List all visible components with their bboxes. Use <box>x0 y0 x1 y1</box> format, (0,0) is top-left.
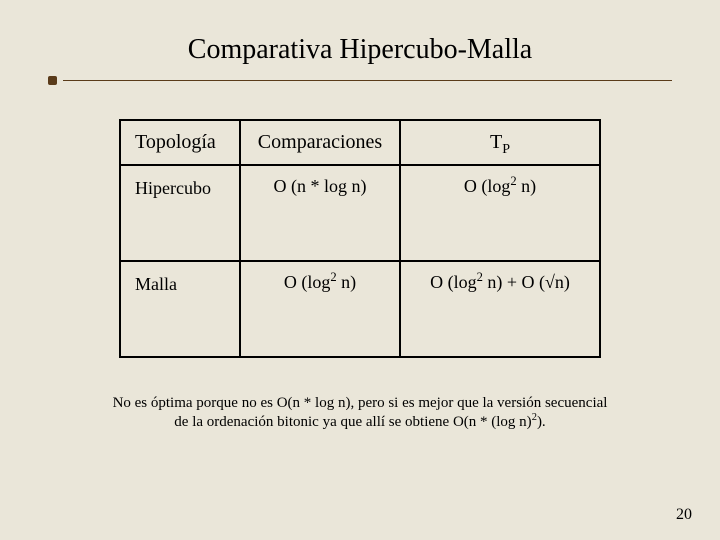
cell-tp: O (log2 n) + O (√n) <box>400 261 600 357</box>
cell-comparaciones: O (n * log n) <box>240 165 400 261</box>
cell-comparaciones: O (log2 n) <box>240 261 400 357</box>
header-comparaciones: Comparaciones <box>240 120 400 165</box>
tp-post: n) <box>517 176 537 196</box>
header-tp: TP <box>400 120 600 165</box>
header-topologia: Topología <box>120 120 240 165</box>
cell-topologia: Malla <box>120 261 240 357</box>
tp-pre: O (log <box>430 272 477 292</box>
cell-topologia: Hipercubo <box>120 165 240 261</box>
slide-title: Comparativa Hipercubo-Malla <box>40 34 680 66</box>
footnote-line2a: de la ordenación bitonic ya que allí se … <box>174 414 531 430</box>
table-header-row: Topología Comparaciones TP <box>120 120 600 165</box>
comparison-table-wrap: Topología Comparaciones TP Hipercubo O (… <box>40 119 680 358</box>
rule-bullet-icon <box>48 76 57 85</box>
header-tp-prefix: T <box>490 131 502 153</box>
horizontal-rule <box>63 80 672 81</box>
cell-tp: O (log2 n) <box>400 165 600 261</box>
page-number: 20 <box>676 506 692 524</box>
table-row: Hipercubo O (n * log n) O (log2 n) <box>120 165 600 261</box>
comp-post: n) <box>337 272 357 292</box>
title-rule <box>40 76 680 85</box>
footnote-text: No es óptima porque no es O(n * log n), … <box>90 394 630 432</box>
footnote-line2b: ). <box>537 414 546 430</box>
comparison-table: Topología Comparaciones TP Hipercubo O (… <box>119 119 601 358</box>
tp-pre: O (log <box>464 176 511 196</box>
table-row: Malla O (log2 n) O (log2 n) + O (√n) <box>120 261 600 357</box>
header-tp-sub: P <box>502 142 510 157</box>
comp-pre: O (log <box>284 272 331 292</box>
footnote-line1: No es óptima porque no es O(n * log n), … <box>113 395 608 411</box>
slide: Comparativa Hipercubo-Malla Topología Co… <box>0 0 720 540</box>
tp-post: n) + O (√n) <box>483 272 570 292</box>
